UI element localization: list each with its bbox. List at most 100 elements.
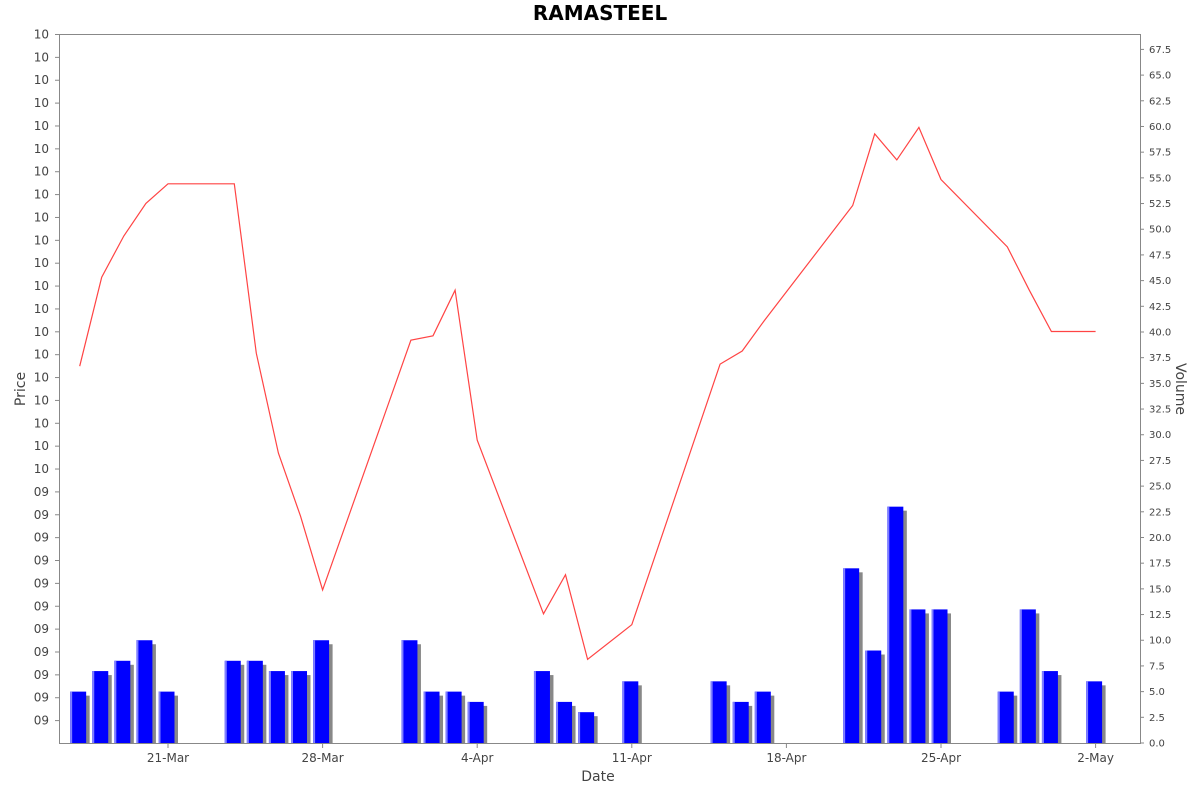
- volume-bar-highlight: [401, 640, 404, 743]
- volume-bar: [732, 701, 749, 743]
- volume-tick-label: 67.5: [1149, 45, 1171, 56]
- volume-tick-label: 40.0: [1149, 327, 1171, 338]
- volume-tick-label: 32.5: [1149, 405, 1171, 416]
- volume-bar-highlight: [136, 640, 139, 743]
- volume-bar: [158, 691, 175, 743]
- volume-tick-label: 45.0: [1149, 276, 1171, 287]
- volume-bar-highlight: [1086, 681, 1089, 743]
- volume-bar: [467, 701, 484, 743]
- price-tick-label: 10: [34, 371, 49, 385]
- volume-bar: [931, 609, 948, 743]
- date-tick-label: 11-Apr: [612, 751, 652, 765]
- price-tick-label: 10: [34, 256, 49, 270]
- volume-tick-label: 5.0: [1149, 687, 1165, 698]
- volume-bar: [268, 671, 285, 743]
- volume-bar: [533, 671, 550, 743]
- volume-bar-highlight: [445, 691, 448, 743]
- volume-bar-highlight: [1041, 671, 1044, 743]
- price-tick-label: 10: [34, 96, 49, 110]
- volume-bar: [401, 640, 418, 743]
- volume-bar-highlight: [909, 609, 912, 743]
- chart-title: RAMASTEEL: [533, 1, 668, 25]
- volume-tick-label: 37.5: [1149, 353, 1171, 364]
- volume-bar: [710, 681, 727, 743]
- volume-bar-highlight: [246, 660, 249, 743]
- volume-bar-highlight: [578, 712, 581, 743]
- volume-bar-highlight: [268, 671, 271, 743]
- volume-bar: [114, 660, 131, 743]
- date-tick-label: 25-Apr: [921, 751, 961, 765]
- price-axis: 10 10 10 10 10 10 10 10 10 10 10 10 10 10 10 10 10 10 10 10…: [34, 28, 59, 728]
- volume-bar: [92, 671, 109, 743]
- price-tick-label: 10: [34, 325, 49, 339]
- volume-tick-label: 2.5: [1149, 713, 1165, 724]
- x-axis-label: Date: [581, 769, 614, 785]
- price-tick-label: 09: [34, 576, 49, 590]
- volume-bar-highlight: [622, 681, 625, 743]
- price-tick-label: 10: [34, 439, 49, 453]
- price-tick-label: 09: [34, 531, 49, 545]
- volume-tick-label: 12.5: [1149, 610, 1171, 621]
- price-tick-label: 10: [34, 119, 49, 133]
- volume-bar: [445, 691, 462, 743]
- price-tick-label: 09: [34, 554, 49, 568]
- price-tick-label: 10: [34, 462, 49, 476]
- volume-tick-label: 57.5: [1149, 148, 1171, 159]
- volume-bar: [754, 691, 771, 743]
- volume-bar: [865, 650, 882, 743]
- volume-bar-highlight: [70, 691, 73, 743]
- price-tick-label: 09: [34, 645, 49, 659]
- date-tick-label: 18-Apr: [766, 751, 806, 765]
- volume-bar: [1019, 609, 1036, 743]
- volume-bar-highlight: [533, 671, 536, 743]
- volume-tick-label: 30.0: [1149, 430, 1171, 441]
- volume-bar-highlight: [710, 681, 713, 743]
- volume-tick-label: 20.0: [1149, 533, 1171, 544]
- volume-tick-label: 0.0: [1149, 739, 1165, 750]
- volume-bar: [423, 691, 440, 743]
- volume-tick-label: 62.5: [1149, 96, 1171, 107]
- volume-bar-highlight: [843, 568, 846, 743]
- price-tick-label: 10: [34, 279, 49, 293]
- volume-tick-label: 50.0: [1149, 225, 1171, 236]
- volume-bar: [224, 660, 241, 743]
- volume-tick-label: 42.5: [1149, 302, 1171, 313]
- price-tick-label: 09: [34, 485, 49, 499]
- volume-bar-highlight: [158, 691, 161, 743]
- volume-tick-label: 7.5: [1149, 661, 1165, 672]
- price-tick-label: 10: [34, 142, 49, 156]
- volume-bar-highlight: [224, 660, 227, 743]
- price-tick-label: 10: [34, 416, 49, 430]
- volume-bar: [1041, 671, 1058, 743]
- volume-bar-highlight: [754, 691, 757, 743]
- volume-tick-label: 27.5: [1149, 456, 1171, 467]
- y-axis-left-label: Price: [13, 372, 29, 406]
- volume-tick-label: 15.0: [1149, 584, 1171, 595]
- volume-tick-label: 35.0: [1149, 379, 1171, 390]
- price-tick-label: 09: [34, 691, 49, 705]
- volume-tick-label: 47.5: [1149, 250, 1171, 261]
- volume-bar: [843, 568, 860, 743]
- volume-bar-highlight: [92, 671, 95, 743]
- volume-bar: [1086, 681, 1103, 743]
- volume-bar: [997, 691, 1014, 743]
- volume-bar: [291, 671, 308, 743]
- price-tick-label: 09: [34, 668, 49, 682]
- volume-bar-highlight: [997, 691, 1000, 743]
- volume-bar: [70, 691, 87, 743]
- price-tick-label: 10: [34, 188, 49, 202]
- price-tick-label: 10: [34, 302, 49, 316]
- price-tick-label: 10: [34, 233, 49, 247]
- date-tick-label: 2-May: [1077, 751, 1114, 765]
- price-tick-label: 09: [34, 622, 49, 636]
- price-tick-label: 10: [34, 348, 49, 362]
- volume-bars: [70, 506, 1106, 743]
- price-tick-label: 10: [34, 50, 49, 64]
- volume-bar-highlight: [865, 650, 868, 743]
- volume-bar-highlight: [467, 701, 470, 743]
- volume-bar: [136, 640, 153, 743]
- volume-tick-label: 52.5: [1149, 199, 1171, 210]
- volume-tick-label: 65.0: [1149, 71, 1171, 82]
- volume-tick-label: 25.0: [1149, 482, 1171, 493]
